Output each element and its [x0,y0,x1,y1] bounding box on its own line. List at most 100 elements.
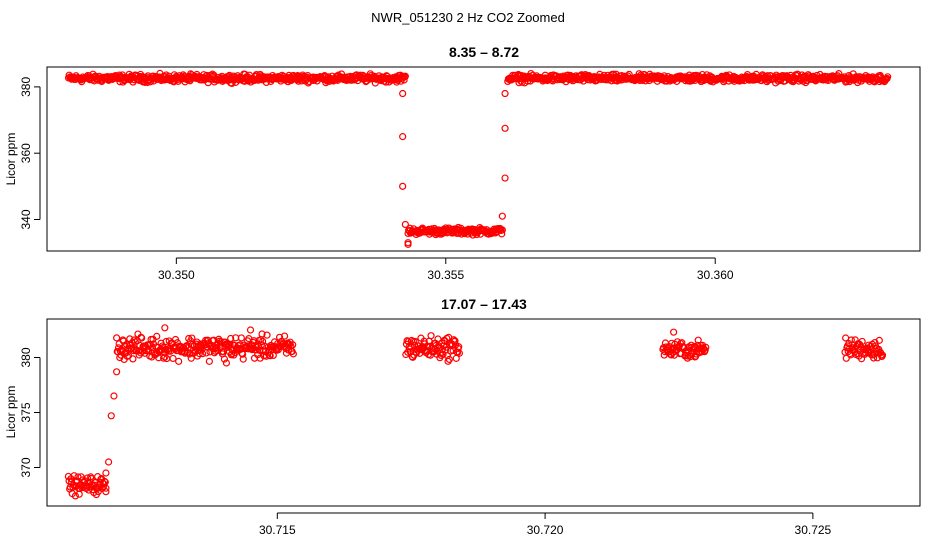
y-tick-label: 375 [19,402,33,422]
x-tick-label: 30.720 [527,523,564,537]
data-point [399,182,407,190]
data-point [239,355,247,363]
data-point [438,345,446,353]
y-tick-label: 380 [19,347,33,367]
panel-top-y-axis: 340 360 380 [19,77,41,230]
data-point [289,350,297,358]
data-point [875,336,883,344]
data-point [400,76,408,84]
data-point [138,334,146,342]
data-point [498,212,506,220]
panel-bottom: 17.07 – 17.43 Licor ppm 30.715 30.720 30.7… [4,296,921,537]
data-point [858,337,866,346]
data-point [870,354,878,362]
data-point [136,349,145,357]
data-point [451,337,459,345]
data-point [685,343,693,351]
data-point [847,336,855,344]
data-point [102,469,110,477]
panel-top-frame [46,66,921,252]
data-point [220,355,229,363]
data-point [701,346,709,354]
panel-top-ylabel: Licor ppm [4,133,18,186]
data-point [205,357,213,365]
data-point [498,230,506,238]
data-point [107,412,115,420]
panel-top-title: 8.35 – 8.72 [449,44,519,60]
data-point [401,220,409,229]
data-point [501,124,509,132]
data-point [866,342,875,350]
y-tick-label: 370 [19,457,33,477]
data-point [102,484,110,492]
data-point [399,133,407,141]
data-point [687,353,695,361]
data-point [498,226,506,234]
data-point [399,89,407,98]
data-point [113,334,121,342]
data-point [110,392,118,400]
data-point [129,355,137,363]
data-point [161,324,169,332]
data-point [169,354,177,363]
data-point [280,332,289,340]
data-point [262,352,271,360]
data-point [228,350,236,358]
data-point [104,458,113,466]
data-point [263,331,271,339]
data-point [702,343,710,351]
data-point [237,334,245,342]
data-point [289,341,297,349]
data-point [227,334,235,343]
data-point [175,357,183,365]
data-point [193,338,201,346]
data-point [275,333,284,341]
data-point [878,351,887,359]
data-point [222,359,231,367]
y-tick-label: 380 [19,77,33,97]
data-point [670,328,678,336]
x-tick-label: 30.350 [158,268,195,282]
panel-top: 8.35 – 8.72 Licor ppm 30.350 30.355 30.360… [4,44,921,282]
data-point [455,349,463,357]
y-tick-label: 360 [19,143,33,163]
data-point [700,345,708,353]
panel-top-x-axis: 30.350 30.355 30.360 [158,257,734,282]
panel-bottom-points [64,324,887,500]
data-point [401,72,409,80]
panel-top-points [64,69,892,248]
data-point [113,368,121,376]
figure-suptitle: NWR_051230 2 Hz CO2 Zoomed [371,10,565,25]
panel-bottom-title: 17.07 – 17.43 [441,296,527,312]
data-point [258,330,266,338]
data-point [129,347,138,355]
data-point [842,354,850,362]
panel-bottom-y-axis: 370 375 380 [19,347,41,478]
x-tick-label: 30.355 [427,268,464,282]
data-point [266,352,274,360]
y-tick-label: 340 [19,209,33,229]
data-point [445,355,453,363]
panel-bottom-x-axis: 30.715 30.720 30.725 [259,512,832,537]
panel-bottom-ylabel: Licor ppm [4,386,18,439]
panel-bottom-frame [46,318,921,507]
x-tick-label: 30.360 [697,268,734,282]
data-point [269,351,277,360]
data-point [404,240,412,248]
data-point [501,174,509,182]
data-point [198,350,207,358]
data-point [253,341,261,349]
data-point [427,332,435,340]
data-point [161,353,169,361]
data-point [71,492,80,500]
data-point [188,334,196,342]
data-point [842,334,850,342]
x-tick-label: 30.725 [795,523,832,537]
data-point [884,73,892,81]
data-point [246,326,255,334]
data-point [102,488,110,496]
data-point [501,89,509,98]
x-tick-label: 30.715 [259,523,296,537]
data-point [153,332,161,340]
